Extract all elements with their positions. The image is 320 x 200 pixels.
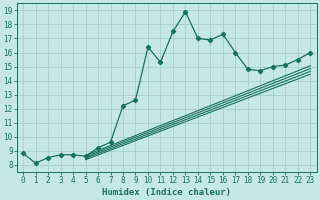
X-axis label: Humidex (Indice chaleur): Humidex (Indice chaleur) [102,188,231,197]
